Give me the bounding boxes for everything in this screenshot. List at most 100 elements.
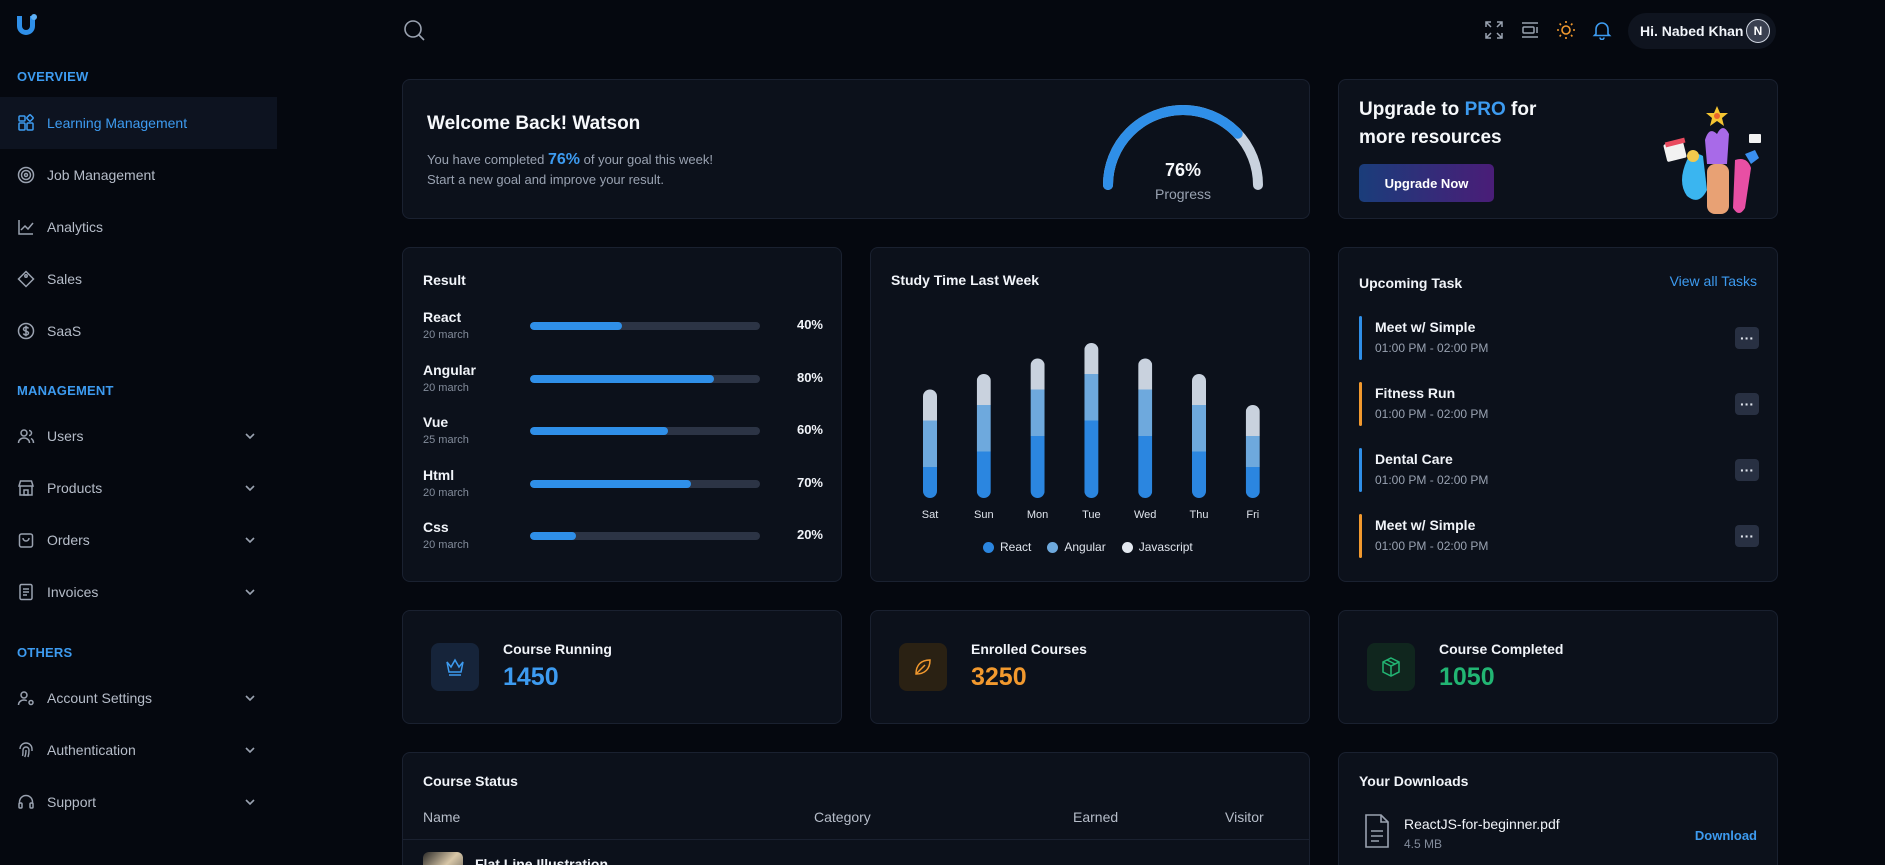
layout-icon[interactable] xyxy=(1518,18,1542,42)
bar-sun-angular[interactable] xyxy=(976,405,991,452)
legend-dot xyxy=(1047,541,1059,553)
bar-sat-javascript[interactable] xyxy=(923,389,937,421)
sidebar-item-support[interactable]: Support xyxy=(0,776,277,828)
bar-tue-angular[interactable] xyxy=(1084,374,1099,421)
chart-title: Study Time Last Week xyxy=(891,272,1040,288)
bar-sat-angular[interactable] xyxy=(923,420,937,468)
sun-icon[interactable] xyxy=(1554,18,1578,42)
x-tick-label: Wed xyxy=(1134,509,1156,521)
chevron-down-icon xyxy=(245,537,255,544)
sidebar-item-job-management[interactable]: Job Management xyxy=(0,149,277,201)
result-name: Html xyxy=(423,467,455,483)
column-header-name[interactable]: Name xyxy=(423,809,461,825)
sidebar-item-authentication[interactable]: Authentication xyxy=(0,724,277,776)
tasks-title: Upcoming Task xyxy=(1359,275,1463,291)
download-button[interactable]: Download xyxy=(1694,828,1757,843)
task-item[interactable]: Meet w/ Simple 01:00 PM - 02:00 PM ··· xyxy=(1359,316,1759,360)
result-row-angular: Angular 20 march 80% xyxy=(423,362,823,402)
result-progress-fill xyxy=(530,427,668,435)
target-icon xyxy=(16,165,36,185)
search-icon[interactable] xyxy=(402,18,426,42)
welcome-line1-post: of your goal this week! xyxy=(583,152,713,167)
welcome-title: Welcome Back! Watson xyxy=(427,113,641,134)
task-time: 01:00 PM - 02:00 PM xyxy=(1375,473,1489,487)
result-date: 20 march xyxy=(423,487,469,499)
bar-sat-react[interactable] xyxy=(923,467,937,498)
bar-fri-javascript[interactable] xyxy=(1245,405,1260,436)
leaf-icon xyxy=(899,643,947,691)
sidebar-item-analytics[interactable]: Analytics xyxy=(0,201,277,253)
view-all-tasks-link[interactable]: View all Tasks xyxy=(1669,273,1757,289)
bar-tue-javascript[interactable] xyxy=(1084,343,1099,374)
bar-sun-javascript[interactable] xyxy=(976,374,991,405)
sidebar: OVERVIEW Learning Management Job Managem… xyxy=(0,0,277,865)
avatar: N xyxy=(1746,19,1770,43)
more-options-button[interactable]: ··· xyxy=(1735,525,1759,547)
sidebar-item-saas[interactable]: SaaS xyxy=(0,305,277,357)
task-item[interactable]: Dental Care 01:00 PM - 02:00 PM ··· xyxy=(1359,448,1759,492)
upgrade-line1-pre: Upgrade to xyxy=(1359,99,1460,120)
x-tick-label: Thu xyxy=(1190,509,1209,521)
result-pct: 60% xyxy=(796,422,823,437)
more-options-button[interactable]: ··· xyxy=(1735,459,1759,481)
sidebar-item-account-settings[interactable]: Account Settings xyxy=(0,672,277,724)
upgrade-heading: Upgrade to PRO for more resources xyxy=(1359,96,1536,152)
users-icon xyxy=(16,426,36,446)
sidebar-item-sales[interactable]: Sales xyxy=(0,253,277,305)
bar-thu-react[interactable] xyxy=(1192,451,1206,499)
downloads-title: Your Downloads xyxy=(1359,773,1469,789)
bar-mon-angular[interactable] xyxy=(1030,389,1045,437)
bar-fri-react[interactable] xyxy=(1245,467,1260,498)
welcome-line1-pre: You have completed xyxy=(427,152,545,167)
bell-icon[interactable] xyxy=(1590,18,1614,42)
result-row-html: Html 20 march 70% xyxy=(423,467,823,507)
user-menu[interactable]: Hi. Nabed Khan N xyxy=(1628,13,1776,49)
bar-thu-javascript[interactable] xyxy=(1192,374,1206,405)
bar-tue-react[interactable] xyxy=(1084,420,1099,499)
chevron-down-icon xyxy=(245,695,255,702)
bar-wed-javascript[interactable] xyxy=(1138,358,1153,390)
sidebar-item-users[interactable]: Users xyxy=(0,410,277,462)
sidebar-item-learning-management[interactable]: Learning Management xyxy=(0,97,277,149)
column-header-visitor[interactable]: Visitor xyxy=(1225,809,1264,825)
chevron-down-icon xyxy=(245,799,255,806)
sidebar-item-products[interactable]: Products xyxy=(0,462,277,514)
column-header-earned[interactable]: Earned xyxy=(1073,809,1119,825)
upgrade-line1-post: for xyxy=(1511,99,1537,120)
result-progress-fill xyxy=(530,480,691,488)
sidebar-item-invoices[interactable]: Invoices xyxy=(0,566,277,618)
download-file-size: 4.5 MB xyxy=(1404,837,1443,851)
course-name: Flat Line Illustration xyxy=(475,856,609,865)
stat-label: Enrolled Courses xyxy=(971,641,1087,657)
more-options-button[interactable]: ··· xyxy=(1735,327,1759,349)
fullscreen-icon[interactable] xyxy=(1482,18,1506,42)
bar-mon-react[interactable] xyxy=(1030,436,1045,498)
legend-item-javascript[interactable]: Javascript xyxy=(1121,540,1193,554)
stat-value: 3250 xyxy=(971,663,1027,691)
result-pct: 80% xyxy=(796,370,823,385)
result-progress-fill xyxy=(530,532,576,540)
task-color-bar xyxy=(1359,514,1362,558)
legend-item-angular[interactable]: Angular xyxy=(1047,540,1106,554)
legend-item-react[interactable]: React xyxy=(983,540,1031,554)
upgrade-now-button[interactable]: Upgrade Now xyxy=(1359,164,1494,202)
more-options-button[interactable]: ··· xyxy=(1735,393,1759,415)
sidebar-item-orders[interactable]: Orders xyxy=(0,514,277,566)
chevron-down-icon xyxy=(245,485,255,492)
legend-label: Javascript xyxy=(1138,540,1193,554)
logo-icon[interactable] xyxy=(14,12,40,38)
bar-wed-react[interactable] xyxy=(1138,436,1153,498)
task-item[interactable]: Meet w/ Simple 01:00 PM - 02:00 PM ··· xyxy=(1359,514,1759,558)
user-settings-icon xyxy=(16,688,36,708)
bar-wed-angular[interactable] xyxy=(1138,389,1153,437)
upcoming-task-card: Upcoming Task View all Tasks Meet w/ Sim… xyxy=(1338,247,1778,582)
bar-fri-angular[interactable] xyxy=(1245,436,1260,467)
bar-mon-javascript[interactable] xyxy=(1030,358,1045,390)
result-name: Vue xyxy=(423,414,449,430)
task-item[interactable]: Fitness Run 01:00 PM - 02:00 PM ··· xyxy=(1359,382,1759,426)
bar-sun-react[interactable] xyxy=(976,451,991,499)
task-name: Fitness Run xyxy=(1375,385,1456,401)
column-header-category[interactable]: Category xyxy=(814,809,871,825)
task-time: 01:00 PM - 02:00 PM xyxy=(1375,407,1489,421)
bar-thu-angular[interactable] xyxy=(1192,405,1206,452)
